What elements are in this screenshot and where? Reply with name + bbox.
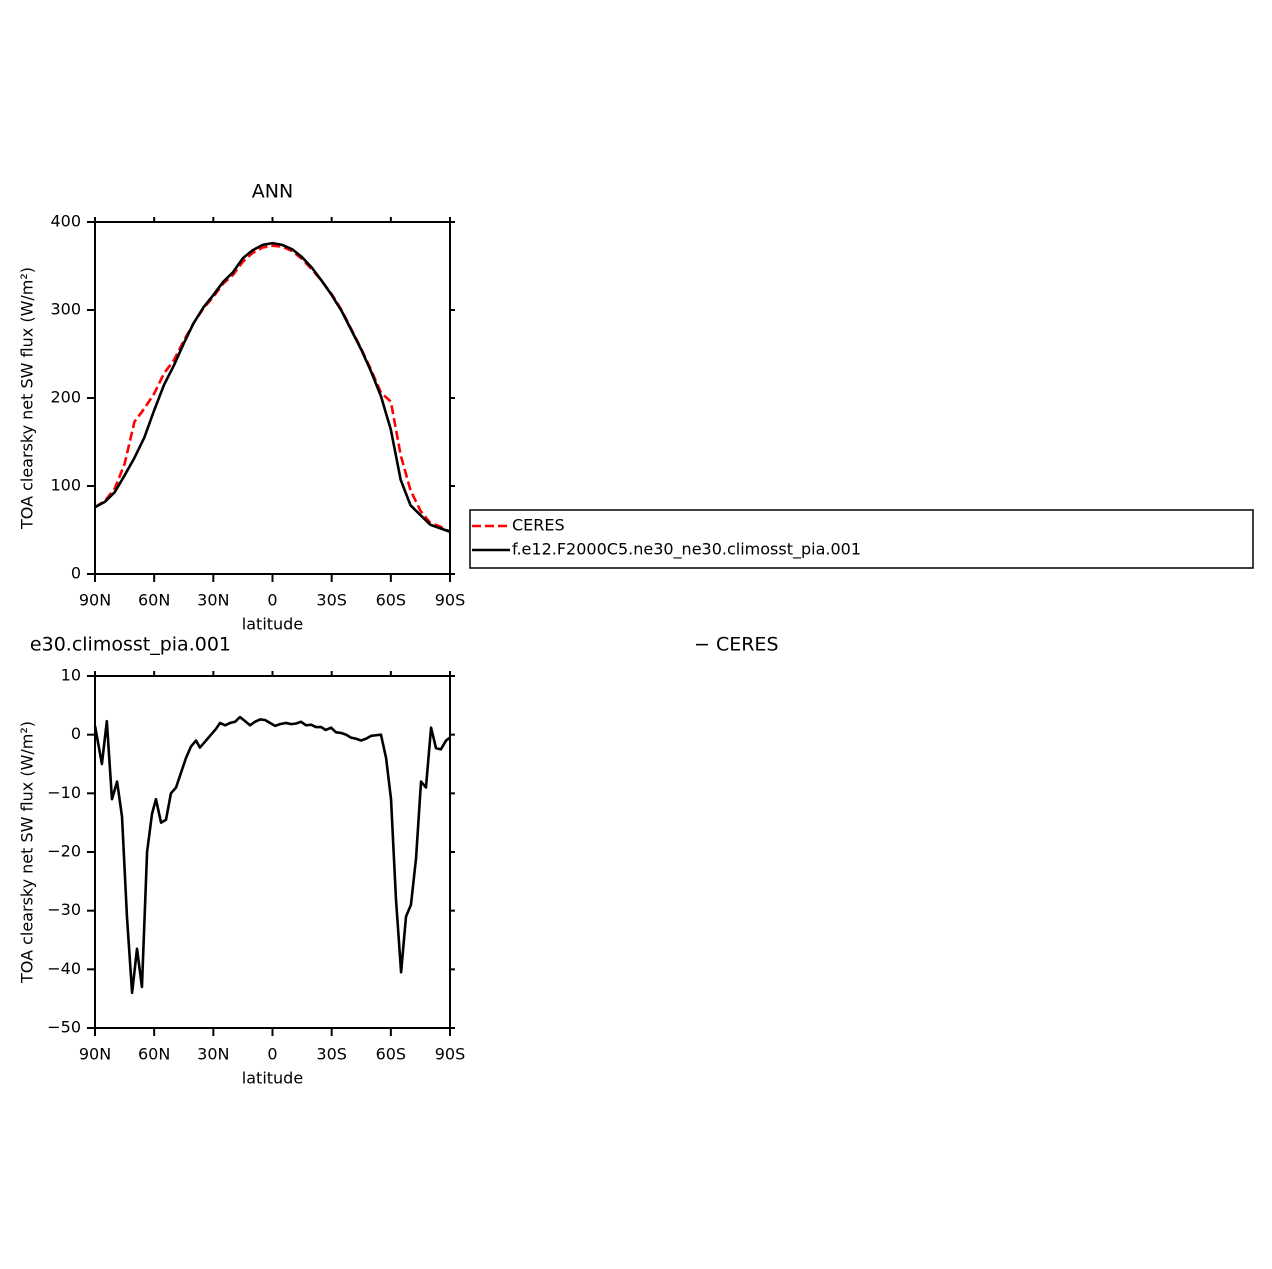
x-axis-label: latitude (242, 1069, 303, 1088)
x-tick-label: 30S (316, 1045, 347, 1064)
y-tick-label: 0 (71, 724, 81, 743)
y-tick-label: −30 (47, 900, 81, 919)
y-tick-label: −50 (47, 1018, 81, 1037)
x-tick-label: 60N (138, 1045, 170, 1064)
y-tick-label: 10 (61, 666, 81, 685)
y-tick-label: −40 (47, 959, 81, 978)
y-tick-label: 300 (50, 300, 81, 319)
x-tick-label: 60N (138, 591, 170, 610)
legend-label: f.e12.F2000C5.ne30_ne30.climosst_pia.001 (512, 540, 861, 560)
legend-label: CERES (512, 516, 565, 535)
chart-title: ANN (252, 181, 293, 203)
x-tick-label: 90N (79, 591, 111, 610)
x-tick-label: 0 (267, 1045, 277, 1064)
x-tick-label: 30N (197, 1045, 229, 1064)
y-tick-label: 400 (50, 212, 81, 231)
y-tick-label: −10 (47, 783, 81, 802)
x-tick-label: 30S (316, 591, 347, 610)
x-tick-label: 90S (435, 591, 466, 610)
x-tick-label: 0 (267, 591, 277, 610)
x-tick-label: 60S (376, 1045, 407, 1064)
series-line (93, 715, 451, 995)
y-tick-label: 200 (50, 388, 81, 407)
x-axis-label: latitude (242, 615, 303, 634)
x-tick-label: 30N (197, 591, 229, 610)
legend-box (469, 509, 1254, 569)
y-axis-label: TOA clearsky net SW flux (W/m²) (18, 267, 37, 530)
plot-frame (94, 221, 451, 575)
chart-title: e30.climosst_pia.001 (30, 634, 231, 656)
y-axis-label: TOA clearsky net SW flux (W/m²) (18, 721, 37, 984)
x-tick-label: 90S (435, 1045, 466, 1064)
y-tick-label: 100 (50, 476, 81, 495)
y-tick-label: −20 (47, 842, 81, 861)
series-line (94, 244, 451, 533)
x-tick-label: 60S (376, 591, 407, 610)
series-line (94, 241, 451, 533)
x-tick-label: 90N (79, 1045, 111, 1064)
chart-subtitle: − CERES (694, 634, 779, 656)
y-tick-label: 0 (71, 564, 81, 583)
